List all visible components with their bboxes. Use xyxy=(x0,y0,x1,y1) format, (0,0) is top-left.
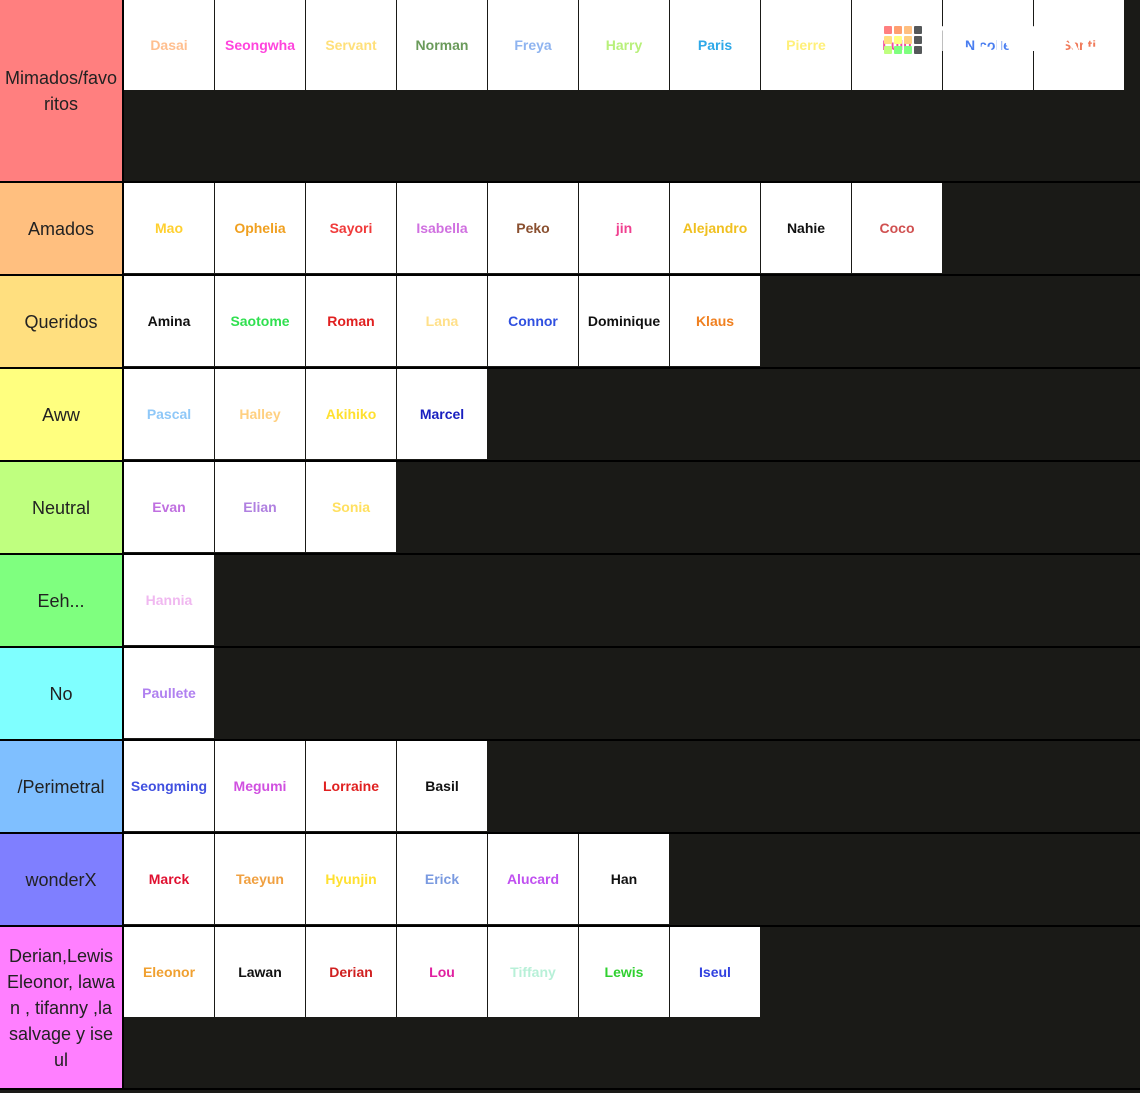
logo-square xyxy=(884,36,892,44)
tier-items: Amina Saotome Roman Lana Connor Dominique Klau… xyxy=(124,276,1140,367)
logo-square xyxy=(904,26,912,34)
tier-item[interactable]: jin xyxy=(579,183,669,273)
tier-item[interactable]: Iseul xyxy=(670,927,760,1017)
tier-row: Queridos Amina Saotome Roman Lana Connor Domin… xyxy=(0,276,1140,369)
tier-items: Mao Ophelia Sayori Isabella Peko jin Alejandro… xyxy=(124,183,1140,274)
tier-item[interactable]: Harry xyxy=(579,0,669,90)
tier-label[interactable]: Eeh... xyxy=(0,555,124,646)
logo-square xyxy=(894,26,902,34)
tier-row: Aww Pascal Halley Akihiko Marcel xyxy=(0,369,1140,462)
tier-item[interactable]: Alucard xyxy=(488,834,578,924)
tier-label[interactable]: /Perimetral xyxy=(0,741,124,832)
tier-item[interactable]: Seongming xyxy=(124,741,214,831)
logo-square xyxy=(914,26,922,34)
tier-row: Eeh... Hannia xyxy=(0,555,1140,648)
tier-label[interactable]: Derian,Lewis Eleonor, lawan , tifanny ,l… xyxy=(0,927,124,1088)
logo-square xyxy=(914,36,922,44)
tier-item[interactable]: Pascal xyxy=(124,369,214,459)
logo-square xyxy=(904,36,912,44)
tier-item[interactable]: Lorraine xyxy=(306,741,396,831)
tier-item[interactable]: Roman xyxy=(306,276,396,366)
tier-item[interactable]: Marck xyxy=(124,834,214,924)
tier-items: Marck Taeyun Hyunjin Erick Alucard Han xyxy=(124,834,1140,925)
tier-label[interactable]: Amados xyxy=(0,183,124,274)
tier-item[interactable]: Lou xyxy=(397,927,487,1017)
tier-item[interactable]: Eleonor xyxy=(124,927,214,1017)
tier-item[interactable]: Alejandro xyxy=(670,183,760,273)
tier-label[interactable]: Queridos xyxy=(0,276,124,367)
tier-item[interactable]: Nahie xyxy=(761,183,851,273)
tier-item[interactable]: Lewis xyxy=(579,927,669,1017)
tier-row: Mimados/favoritos Dasai Seongwha Servant Nor… xyxy=(0,0,1140,183)
tier-item[interactable]: Tiffany xyxy=(488,927,578,1017)
logo-square xyxy=(904,46,912,54)
tier-row: Neutral Evan Elian Sonia xyxy=(0,462,1140,555)
tier-row: wonderX Marck Taeyun Hyunjin Erick Alucard Han xyxy=(0,834,1140,927)
tier-items: Eleonor Lawan Derian Lou Tiffany Lewis Iseul xyxy=(124,927,1140,1088)
tier-item[interactable]: Santi xyxy=(1034,0,1124,90)
tier-item[interactable]: Nicolle xyxy=(943,0,1033,90)
tier-item[interactable]: Dasai xyxy=(124,0,214,90)
tier-item[interactable]: Han xyxy=(579,834,669,924)
tier-item[interactable]: Sayori xyxy=(306,183,396,273)
tier-item[interactable]: Evan xyxy=(124,462,214,552)
tier-item[interactable]: Akihiko xyxy=(306,369,396,459)
tier-label[interactable]: Neutral xyxy=(0,462,124,553)
tier-item[interactable]: Isabella xyxy=(397,183,487,273)
tier-row: No Paullete xyxy=(0,648,1140,741)
tier-label[interactable]: Mimados/favoritos xyxy=(0,0,124,181)
tier-item[interactable]: Dominique xyxy=(579,276,669,366)
tier-row: Amados Mao Ophelia Sayori Isabella Peko jin Ale… xyxy=(0,183,1140,276)
tier-item[interactable]: Sonia xyxy=(306,462,396,552)
tier-item[interactable]: Lawan xyxy=(215,927,305,1017)
tier-item[interactable]: Klaus xyxy=(670,276,760,366)
tier-items: Evan Elian Sonia xyxy=(124,462,1140,553)
tier-item[interactable]: Megumi xyxy=(215,741,305,831)
tier-item[interactable]: Freya xyxy=(488,0,578,90)
tier-item[interactable]: Peko xyxy=(488,183,578,273)
tier-item[interactable]: Erick xyxy=(397,834,487,924)
tier-row: Derian,Lewis Eleonor, lawan , tifanny ,l… xyxy=(0,927,1140,1090)
tier-item[interactable]: Hannia xyxy=(124,555,214,645)
tier-item[interactable]: Pierre xyxy=(761,0,851,90)
tier-item[interactable]: Basil xyxy=(397,741,487,831)
tier-item[interactable]: Halley xyxy=(215,369,305,459)
tier-items: Paullete xyxy=(124,648,1140,739)
tier-item[interactable]: Connor xyxy=(488,276,578,366)
tier-item[interactable]: Paris xyxy=(670,0,760,90)
tier-item[interactable]: Marcel xyxy=(397,369,487,459)
tier-item[interactable]: Saotome xyxy=(215,276,305,366)
tier-item[interactable]: Elian xyxy=(215,462,305,552)
tiermaker-logo-icon xyxy=(884,26,922,54)
tier-items: Dasai Seongwha Servant Norman Freya Harry Pari… xyxy=(124,0,1140,181)
tier-item[interactable]: Derian xyxy=(306,927,396,1017)
tier-item[interactable]: Amina xyxy=(124,276,214,366)
logo-square xyxy=(884,26,892,34)
tier-item[interactable]: Lulu xyxy=(852,0,942,90)
logo-square xyxy=(894,46,902,54)
tier-item[interactable]: Seongwha xyxy=(215,0,305,90)
tier-item[interactable]: Paullete xyxy=(124,648,214,738)
tier-label[interactable]: Aww xyxy=(0,369,124,460)
tier-item[interactable]: Coco xyxy=(852,183,942,273)
tier-item[interactable]: Norman xyxy=(397,0,487,90)
tier-items: Seongming Megumi Lorraine Basil xyxy=(124,741,1140,832)
tier-items: Hannia xyxy=(124,555,1140,646)
tier-label[interactable]: No xyxy=(0,648,124,739)
logo-square xyxy=(884,46,892,54)
tier-item[interactable]: Taeyun xyxy=(215,834,305,924)
tier-row: /Perimetral Seongming Megumi Lorraine Basil xyxy=(0,741,1140,834)
tiermaker-logo-text: TiERMAKER xyxy=(930,20,1124,60)
logo-square xyxy=(914,46,922,54)
tier-item[interactable]: Servant xyxy=(306,0,396,90)
tier-items: Pascal Halley Akihiko Marcel xyxy=(124,369,1140,460)
logo-square xyxy=(894,36,902,44)
tier-item[interactable]: Hyunjin xyxy=(306,834,396,924)
tier-item[interactable]: Lana xyxy=(397,276,487,366)
tier-item[interactable]: Mao xyxy=(124,183,214,273)
tiermaker-logo: TiERMAKER xyxy=(884,20,1123,60)
tier-label[interactable]: wonderX xyxy=(0,834,124,925)
tier-item[interactable]: Ophelia xyxy=(215,183,305,273)
